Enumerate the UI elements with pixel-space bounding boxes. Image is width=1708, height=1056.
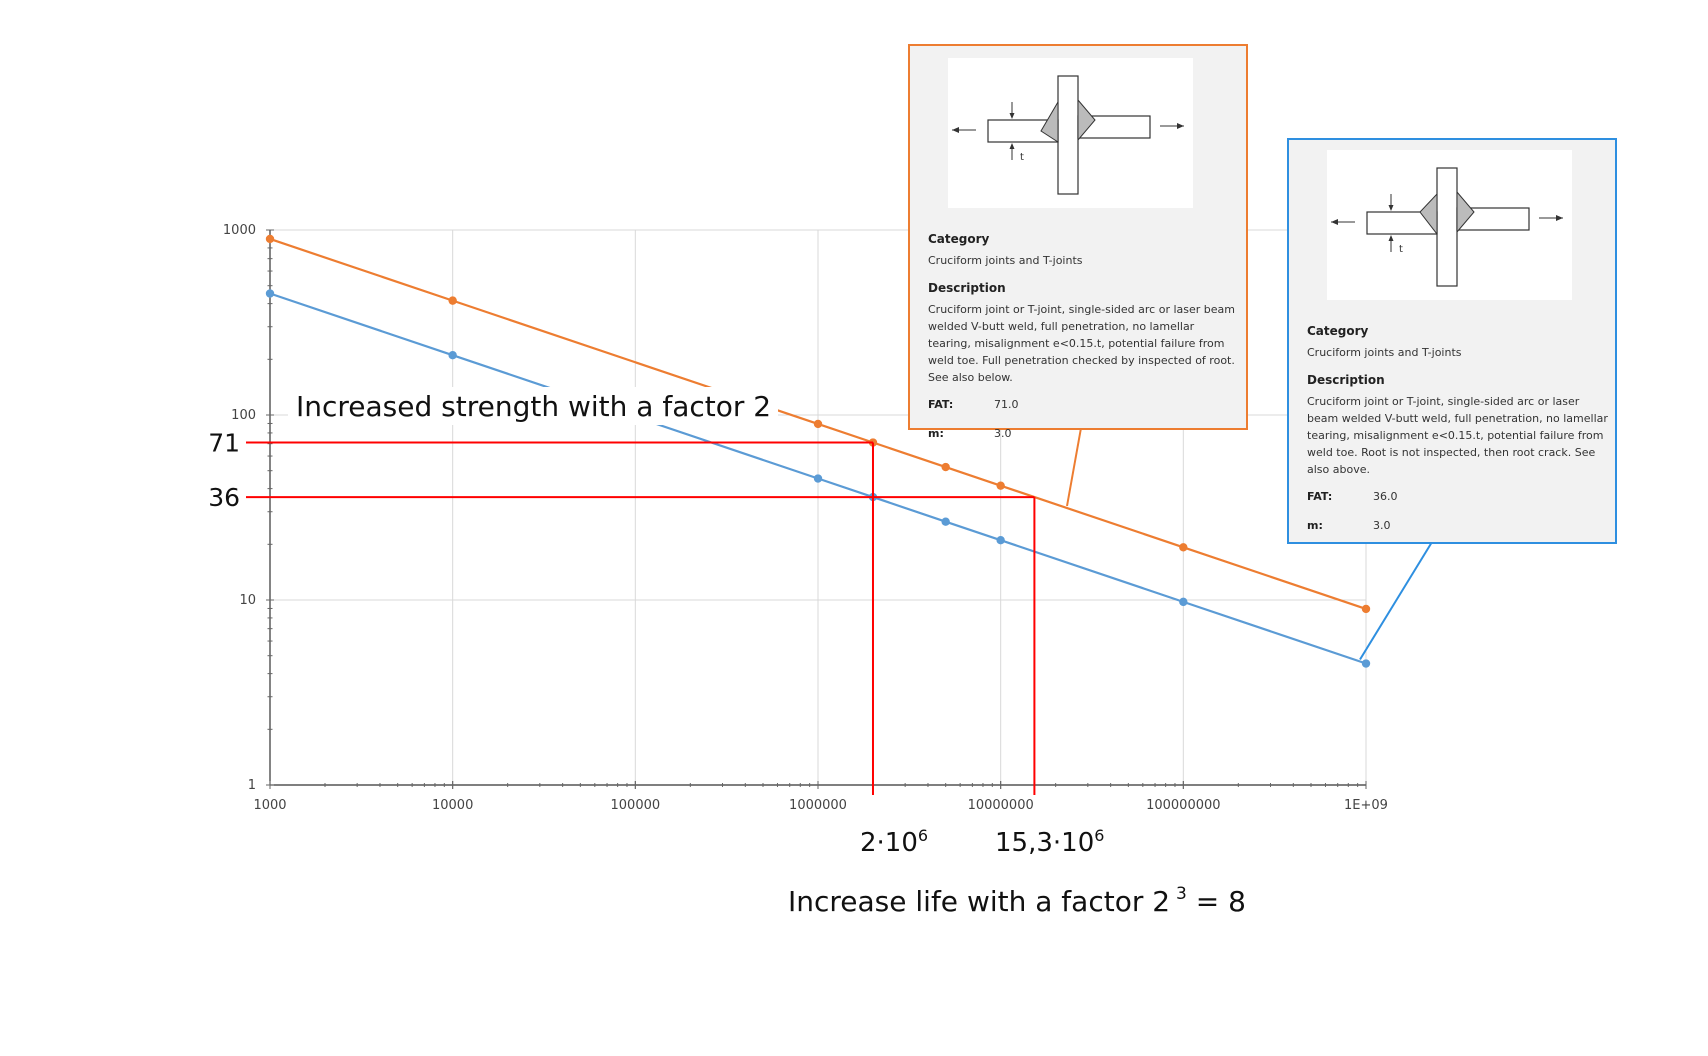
series-line-2 bbox=[269, 292, 1367, 665]
description-value: Cruciform joint or T-joint, single-sided… bbox=[1307, 395, 1608, 476]
x-mark-label-2: 15,3·106 bbox=[995, 826, 1104, 858]
blue-callout-line bbox=[1359, 541, 1433, 661]
strength-annotation: Increased strength with a factor 2 bbox=[296, 390, 771, 423]
category-heading: Category bbox=[1307, 324, 1369, 338]
m-value: 3.0 bbox=[994, 427, 1012, 440]
data-point bbox=[265, 289, 275, 298]
tooltip-content: Category Cruciform joints and T-joints D… bbox=[1307, 324, 1609, 548]
x-tick-label: 1000 bbox=[253, 798, 286, 813]
reference-value-label: 36 bbox=[208, 483, 240, 512]
series-line-1 bbox=[269, 237, 1367, 610]
category-heading: Category bbox=[928, 232, 990, 246]
data-point bbox=[448, 296, 457, 305]
x-tick-label: 100000000 bbox=[1146, 798, 1220, 813]
m-label: m: bbox=[1307, 519, 1323, 532]
x-tick-label: 10000 bbox=[432, 798, 473, 813]
m-row: m: 3.0 bbox=[928, 427, 1240, 440]
data-point bbox=[813, 474, 823, 483]
x-tick-label: 10000000 bbox=[968, 798, 1034, 813]
category-value: Cruciform joints and T-joints bbox=[1307, 346, 1462, 359]
x-tick-label: 100000 bbox=[611, 798, 661, 813]
data-point bbox=[941, 462, 950, 472]
m-row: m: 3.0 bbox=[1307, 519, 1609, 532]
tooltip-content: Category Cruciform joints and T-joints D… bbox=[928, 232, 1240, 456]
fat-label: FAT: bbox=[1307, 490, 1333, 503]
weld-diagram-icon: t bbox=[952, 75, 1184, 195]
annotation-backdrop bbox=[288, 387, 778, 425]
y-tick-label: 1 bbox=[248, 778, 256, 793]
description-heading: Description bbox=[1307, 373, 1385, 387]
y-tick-label: 100 bbox=[231, 408, 256, 423]
fat-row: FAT: 36.0 bbox=[1307, 490, 1609, 503]
data-point bbox=[941, 517, 950, 526]
m-value: 3.0 bbox=[1373, 519, 1391, 532]
y-tick-label: 10 bbox=[239, 593, 256, 608]
cruciform-joint-diagram: t bbox=[948, 58, 1193, 208]
fat-value: 36.0 bbox=[1373, 490, 1398, 503]
blue-series-tooltip: t Category Cruciform joints and T-joints… bbox=[1287, 138, 1617, 544]
category-value: Cruciform joints and T-joints bbox=[928, 254, 1083, 267]
description-heading: Description bbox=[928, 281, 1006, 295]
fat-label: FAT: bbox=[928, 398, 954, 411]
fat-value: 71.0 bbox=[994, 398, 1019, 411]
description-value: Cruciform joint or T-joint, single-sided… bbox=[928, 303, 1235, 384]
fat-row: FAT: 71.0 bbox=[928, 398, 1240, 411]
orange-series-tooltip: t Category Cruciform joints and T-joints… bbox=[908, 44, 1248, 440]
thickness-label: t bbox=[1020, 152, 1024, 163]
cruciform-joint-diagram: t bbox=[1327, 150, 1572, 300]
data-point bbox=[448, 350, 457, 360]
reference-value-label: 71 bbox=[208, 429, 240, 458]
x-tick-label: 1E+09 bbox=[1344, 798, 1388, 813]
x-mark-label-1: 2·106 bbox=[860, 826, 928, 858]
data-point bbox=[1179, 597, 1188, 607]
data-point bbox=[1179, 543, 1188, 552]
x-tick-label: 1000000 bbox=[789, 798, 847, 813]
data-point bbox=[996, 535, 1005, 545]
y-tick-label: 1000 bbox=[223, 223, 256, 238]
data-point bbox=[1361, 659, 1371, 668]
thickness-label: t bbox=[1399, 244, 1403, 255]
data-point bbox=[265, 234, 275, 244]
data-point bbox=[996, 481, 1005, 490]
m-label: m: bbox=[928, 427, 944, 440]
data-point bbox=[813, 419, 823, 429]
weld-diagram-icon: t bbox=[1331, 167, 1563, 287]
data-point bbox=[1361, 604, 1371, 614]
orange-callout-line bbox=[1066, 427, 1082, 507]
